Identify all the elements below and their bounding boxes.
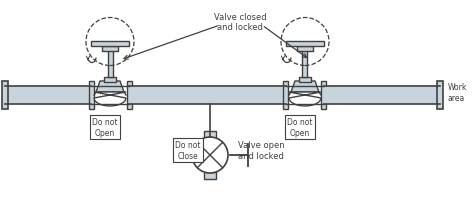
Bar <box>204 172 216 179</box>
Text: Valve open
and locked: Valve open and locked <box>238 141 284 160</box>
Polygon shape <box>94 93 126 106</box>
Bar <box>283 82 289 109</box>
Bar <box>91 42 129 47</box>
Text: Do not
Open: Do not Open <box>287 118 313 137</box>
Text: Do not
Close: Do not Close <box>175 141 201 160</box>
Bar <box>129 87 286 104</box>
Bar <box>204 131 216 138</box>
Bar <box>89 82 93 109</box>
Circle shape <box>192 137 228 173</box>
Bar <box>321 82 327 109</box>
Bar <box>297 47 313 52</box>
Text: Work
area: Work area <box>448 83 467 102</box>
Bar <box>108 50 112 78</box>
Polygon shape <box>291 82 319 93</box>
Bar <box>324 87 440 104</box>
Bar <box>302 50 308 78</box>
Bar <box>127 82 131 109</box>
Bar <box>286 42 324 47</box>
Text: Do not
Open: Do not Open <box>92 118 118 137</box>
Polygon shape <box>96 82 124 93</box>
Bar <box>102 47 118 52</box>
Bar <box>2 82 8 109</box>
Bar <box>104 78 116 83</box>
Bar <box>5 87 91 104</box>
Bar <box>437 82 443 109</box>
Bar <box>299 78 311 83</box>
Polygon shape <box>289 93 321 106</box>
Text: Valve closed
and locked: Valve closed and locked <box>214 13 266 32</box>
